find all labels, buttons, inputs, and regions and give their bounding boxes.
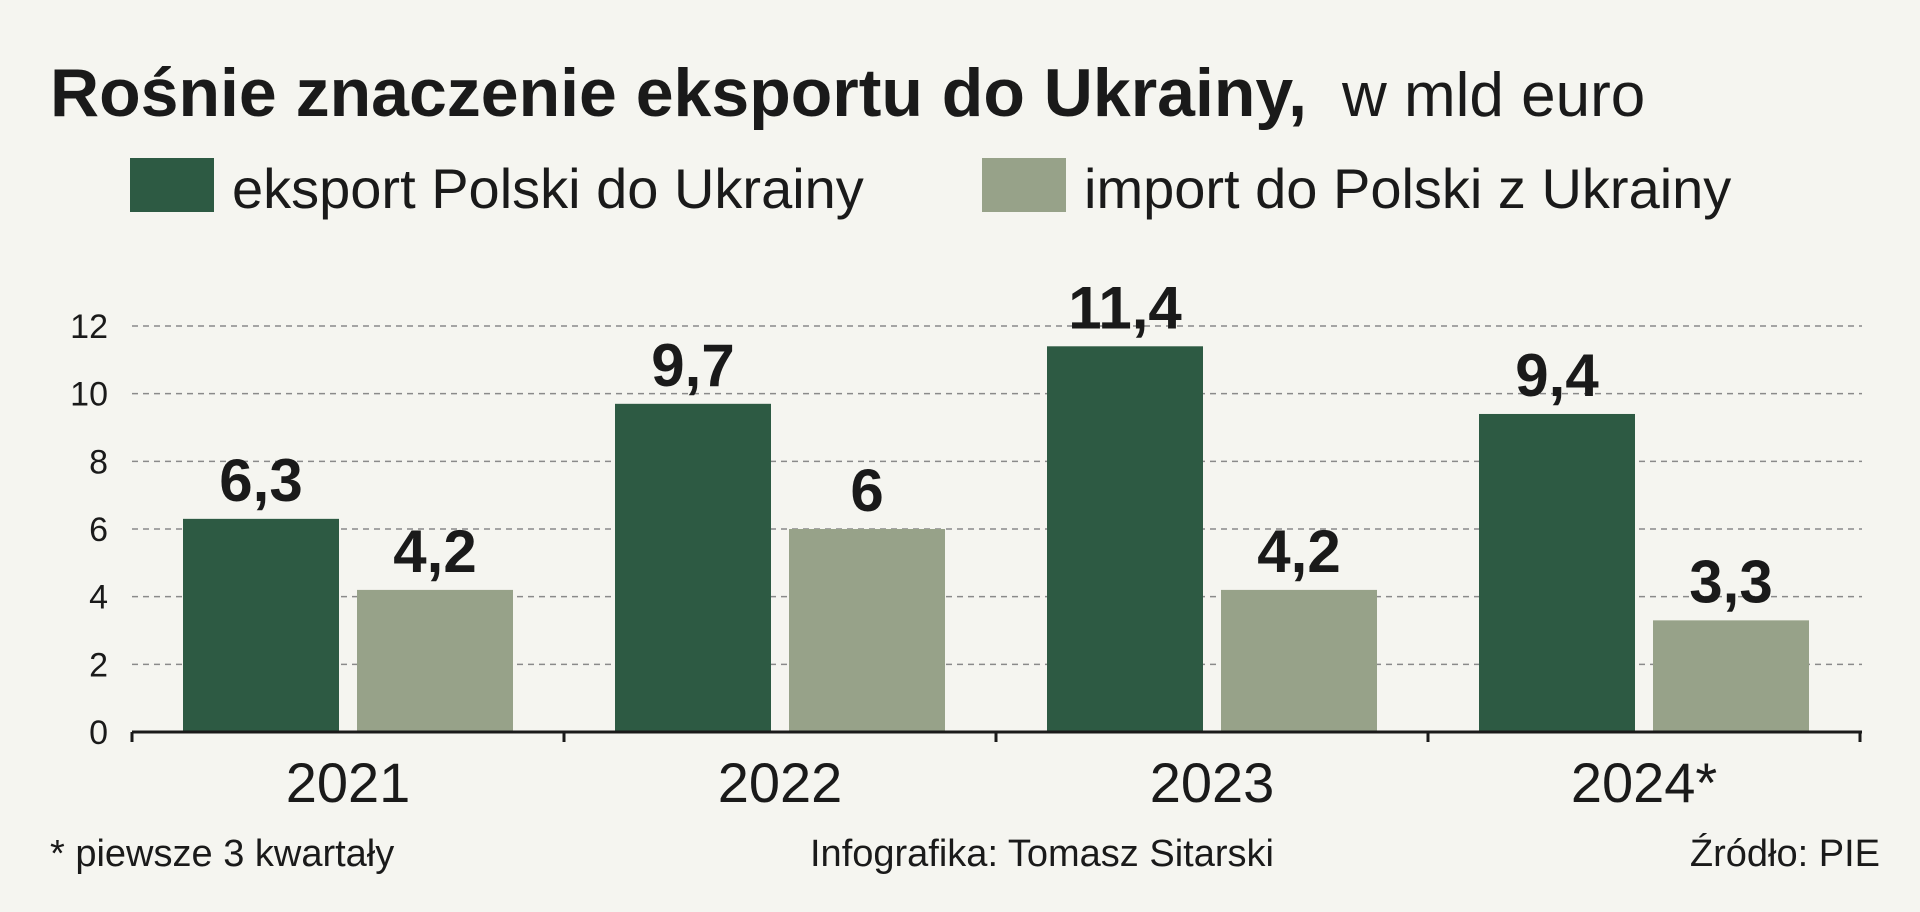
category-label-2022: 2022 — [718, 751, 843, 814]
source: Źródło: PIE — [1690, 832, 1880, 875]
y-tick-label-4: 4 — [89, 579, 108, 617]
y-tick-label-12: 12 — [70, 308, 108, 346]
y-tick-label-10: 10 — [70, 376, 108, 414]
legend: eksport Polski do Ukrainy import do Pols… — [130, 157, 1731, 220]
legend-swatch-export — [130, 158, 214, 212]
legend-item-export: eksport Polski do Ukrainy — [130, 157, 864, 220]
bar-import-2023 — [1221, 589, 1377, 732]
bar-import-2022 — [789, 529, 945, 732]
chart-title: Rośnie znaczenie eksportu do Ukrainy, w … — [50, 55, 1645, 131]
y-tick-label-2: 2 — [89, 646, 108, 684]
data-label-export-2023: 11,4 — [1068, 274, 1182, 341]
category-label-2024: 2024* — [1571, 751, 1717, 814]
data-label-export-2021: 6,3 — [219, 447, 302, 514]
bars-layer — [183, 346, 1809, 732]
data-label-import-2023: 4,2 — [1257, 518, 1340, 585]
footnote: * piewsze 3 kwartały — [50, 833, 394, 875]
bar-export-2024 — [1479, 413, 1635, 732]
data-labels-layer: 6,3 4,2 9,7 6 11,4 4,2 9,4 3,3 — [219, 274, 1772, 615]
y-axis-ticks: 0 2 4 6 8 10 12 — [70, 308, 108, 752]
footer: * piewsze 3 kwartały Infografika: Tomasz… — [50, 832, 1880, 875]
y-tick-label-6: 6 — [89, 511, 108, 549]
bar-export-2021 — [183, 518, 339, 732]
x-axis — [130, 730, 1862, 742]
data-label-export-2022: 9,7 — [651, 332, 734, 399]
legend-label-import: import do Polski z Ukrainy — [1084, 157, 1731, 220]
data-label-import-2024: 3,3 — [1689, 548, 1772, 615]
chart-title-unit: w mld euro — [1341, 61, 1645, 130]
category-labels: 2021 2022 2023 2024* — [286, 751, 1717, 814]
data-label-import-2021: 4,2 — [393, 518, 476, 585]
data-label-import-2022: 6 — [850, 457, 883, 524]
bar-export-2022 — [615, 403, 771, 732]
category-label-2023: 2023 — [1150, 751, 1275, 814]
y-tick-label-0: 0 — [89, 714, 108, 752]
category-label-2021: 2021 — [286, 751, 411, 814]
bar-import-2021 — [357, 589, 513, 732]
y-tick-label-8: 8 — [89, 443, 108, 481]
data-label-export-2024: 9,4 — [1515, 342, 1599, 409]
bar-export-2023 — [1047, 346, 1203, 732]
legend-item-import: import do Polski z Ukrainy — [982, 157, 1731, 220]
credit: Infografika: Tomasz Sitarski — [810, 833, 1274, 875]
legend-label-export: eksport Polski do Ukrainy — [232, 157, 864, 220]
bar-import-2024 — [1653, 620, 1809, 732]
chart-title-main: Rośnie znaczenie eksportu do Ukrainy, — [50, 55, 1307, 131]
legend-swatch-import — [982, 158, 1066, 212]
